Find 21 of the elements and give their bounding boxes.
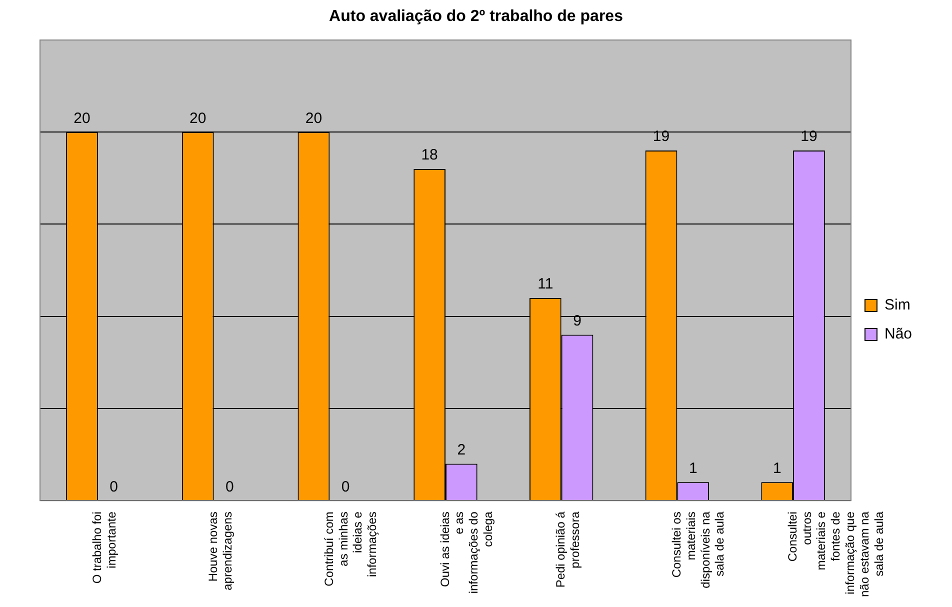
data-label: 0: [226, 478, 234, 496]
data-label: 1: [688, 460, 698, 477]
x-tick-label: Consultei outros materiais e fontes de informação que não estavam na sala de aula: [785, 511, 886, 597]
chart-title: Auto avaliação do 2º trabalho de pares: [328, 8, 624, 27]
data-label: 0: [110, 478, 118, 496]
data-label: 0: [341, 478, 350, 496]
x-tick-label: O trabalho foi importante: [90, 511, 119, 584]
legend-label: Não: [884, 326, 912, 343]
x-tick-label: Ouvi as ideias e as informações do colega: [438, 511, 496, 594]
x-tick-label: Pedi opinião á professora: [554, 511, 582, 588]
data-label: 20: [305, 110, 322, 127]
data-label: 1: [772, 460, 782, 477]
data-label: 20: [74, 110, 90, 127]
x-tick-label: Consultei os materiais disponíveis na sala de aula: [670, 511, 727, 588]
x-tick-label: Houve novas aprendizagens: [206, 512, 234, 590]
data-label: 18: [421, 146, 438, 164]
x-tick-label: Contribuí com as minhas ideias e informações: [322, 511, 380, 586]
data-label: 20: [190, 110, 206, 127]
legend-label: Sim: [884, 296, 910, 314]
data-label: 11: [538, 276, 554, 293]
data-label: 2: [457, 441, 466, 458]
